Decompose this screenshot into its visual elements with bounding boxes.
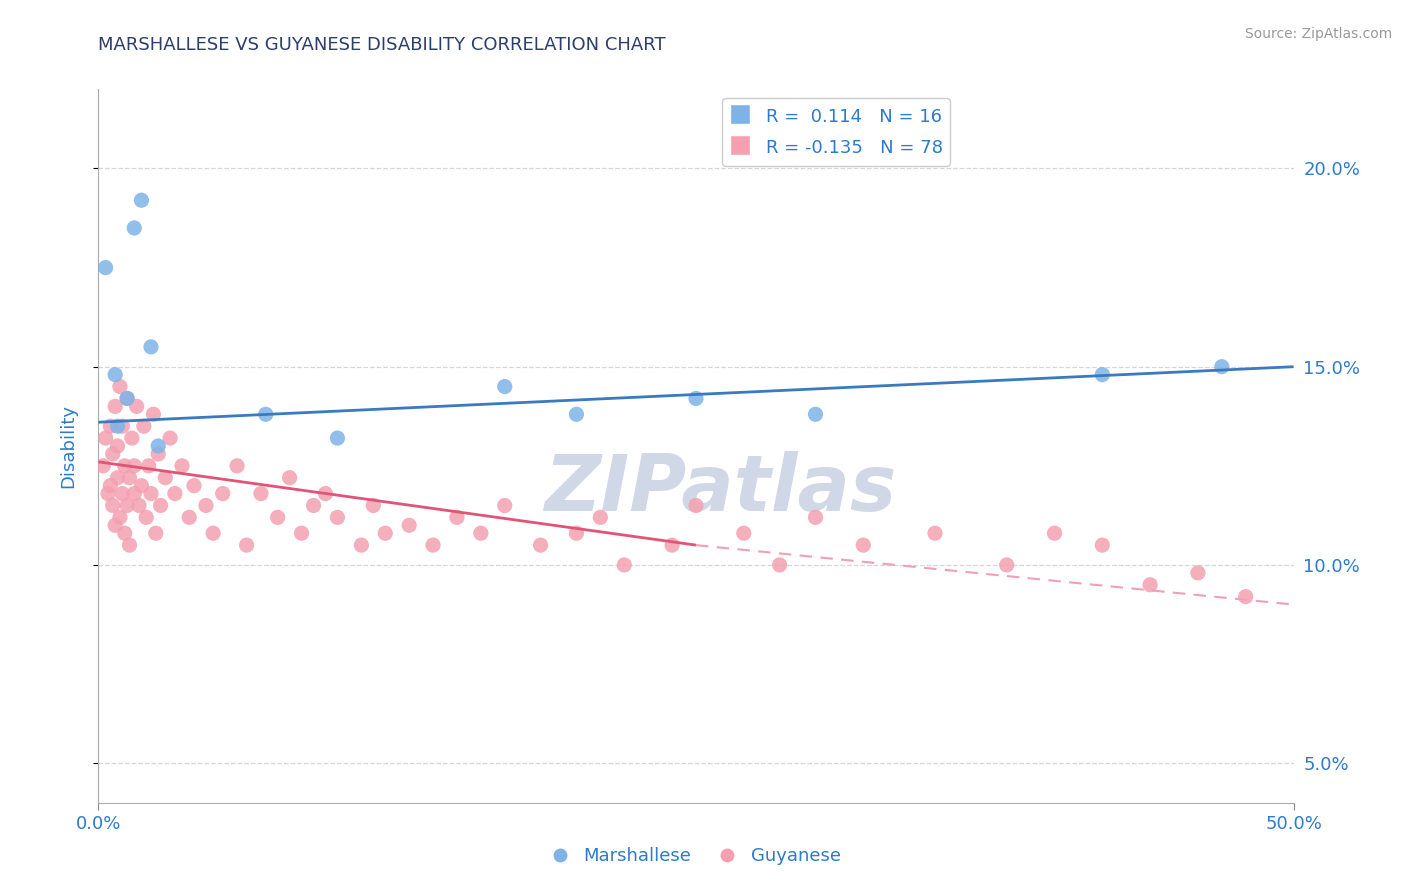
Point [924,526,946,541]
Point [470,526,492,541]
Point [101,499,124,513]
Point [278,471,301,485]
Point [131,478,153,492]
Point [589,510,612,524]
Point [254,407,277,421]
Point [1187,566,1209,580]
Point [804,510,827,524]
Point [128,499,150,513]
Point [685,499,707,513]
Point [529,538,551,552]
Point [125,400,148,414]
Point [733,526,755,541]
Point [124,486,146,500]
Point [179,510,201,524]
Point [226,458,249,473]
Point [494,379,516,393]
Point [374,526,396,541]
Point [114,526,136,541]
Point [159,431,181,445]
Point [111,419,134,434]
Point [155,471,177,485]
Point [98,478,122,492]
Point [104,368,127,382]
Point [1091,368,1114,382]
Point [115,392,138,406]
Point [107,471,129,485]
Point [315,486,337,500]
Point [114,458,136,473]
Point [852,538,875,552]
Point [132,419,155,434]
Point [139,340,162,354]
Point [194,499,218,513]
Point [685,392,707,406]
Point [108,379,131,393]
Point [91,458,114,473]
Point [613,558,636,572]
Point [108,510,131,524]
Point [139,486,162,500]
Point [149,499,172,513]
Point [148,447,170,461]
Point [1043,526,1066,541]
Point [1211,359,1233,374]
Point [326,510,349,524]
Point [1139,578,1161,592]
Point [121,431,143,445]
Point [183,478,205,492]
Point [172,458,194,473]
Point [326,431,349,445]
Point [565,526,588,541]
Point [446,510,468,524]
Point [163,486,186,500]
Point [111,486,134,500]
Point [104,518,127,533]
Point [131,193,153,207]
Point [995,558,1018,572]
Point [768,558,790,572]
Point [363,499,385,513]
Point [145,526,167,541]
Point [138,458,160,473]
Point [124,221,146,235]
Point [124,458,146,473]
Point [804,407,827,421]
Point [211,486,233,500]
Point [235,538,257,552]
Point [104,400,127,414]
Point [350,538,373,552]
Point [94,260,117,275]
Point [98,419,122,434]
Point [291,526,314,541]
Point [115,499,138,513]
Text: ZIPatlas: ZIPatlas [544,450,896,527]
Point [250,486,273,500]
Point [422,538,444,552]
Y-axis label: Disability: Disability [59,404,77,488]
Point [118,471,141,485]
Point [565,407,588,421]
Point [398,518,420,533]
Point [115,392,138,406]
Point [267,510,290,524]
Text: Source: ZipAtlas.com: Source: ZipAtlas.com [1244,27,1392,41]
Point [302,499,325,513]
Point [661,538,683,552]
Legend: Marshallese, Guyanese: Marshallese, Guyanese [544,840,848,872]
Point [97,486,120,500]
Point [94,431,117,445]
Point [148,439,170,453]
Point [142,407,165,421]
Point [1091,538,1114,552]
Point [1234,590,1257,604]
Text: MARSHALLESE VS GUYANESE DISABILITY CORRELATION CHART: MARSHALLESE VS GUYANESE DISABILITY CORRE… [98,36,666,54]
Point [107,419,129,434]
Point [118,538,141,552]
Point [107,439,129,453]
Point [202,526,225,541]
Point [101,447,124,461]
Point [494,499,516,513]
Point [135,510,157,524]
